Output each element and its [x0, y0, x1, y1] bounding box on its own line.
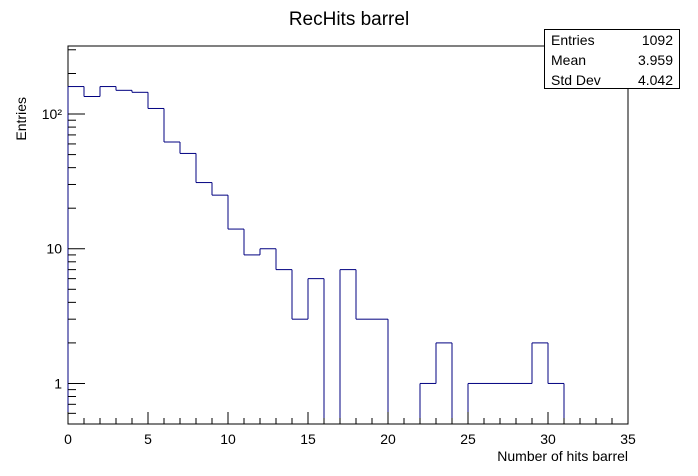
plot-frame [67, 45, 629, 425]
stats-row-entries: Entries 1092 [545, 30, 679, 50]
stats-value: 3.959 [637, 52, 673, 68]
stats-value: 4.042 [637, 72, 673, 88]
y-tick-label: 10 [46, 241, 62, 257]
x-tick-label: 5 [144, 431, 152, 447]
y-tick-label: 1 [54, 375, 62, 391]
x-tick-label: 35 [620, 431, 636, 447]
x-tick-label: 15 [300, 431, 316, 447]
stats-label: Std Dev [551, 72, 601, 88]
y-tick-label: 10² [42, 106, 63, 122]
stats-label: Mean [551, 52, 587, 68]
x-tick-label: 10 [220, 431, 236, 447]
stats-row-std-dev: Std Dev 4.042 [545, 70, 679, 90]
y-axis-label: Entries [13, 97, 29, 141]
x-tick-label: 0 [64, 431, 72, 447]
histogram-bins [67, 86, 565, 424]
y-axis: 1 10 10² [42, 49, 85, 425]
stats-box: Entries 1092 Mean 3.959 Std Dev 4.042 [544, 29, 680, 89]
chart-title: RecHits barrel [289, 9, 409, 30]
x-axis: 0 5 10 15 20 25 30 35 [64, 412, 636, 447]
x-axis-label: Number of hits barrel [497, 448, 628, 464]
x-tick-label: 20 [380, 431, 396, 447]
x-tick-label: 25 [460, 431, 476, 447]
stats-label: Entries [551, 32, 595, 48]
stats-row-mean: Mean 3.959 [545, 50, 679, 70]
x-tick-label: 30 [540, 431, 556, 447]
stats-value: 1092 [641, 32, 673, 48]
